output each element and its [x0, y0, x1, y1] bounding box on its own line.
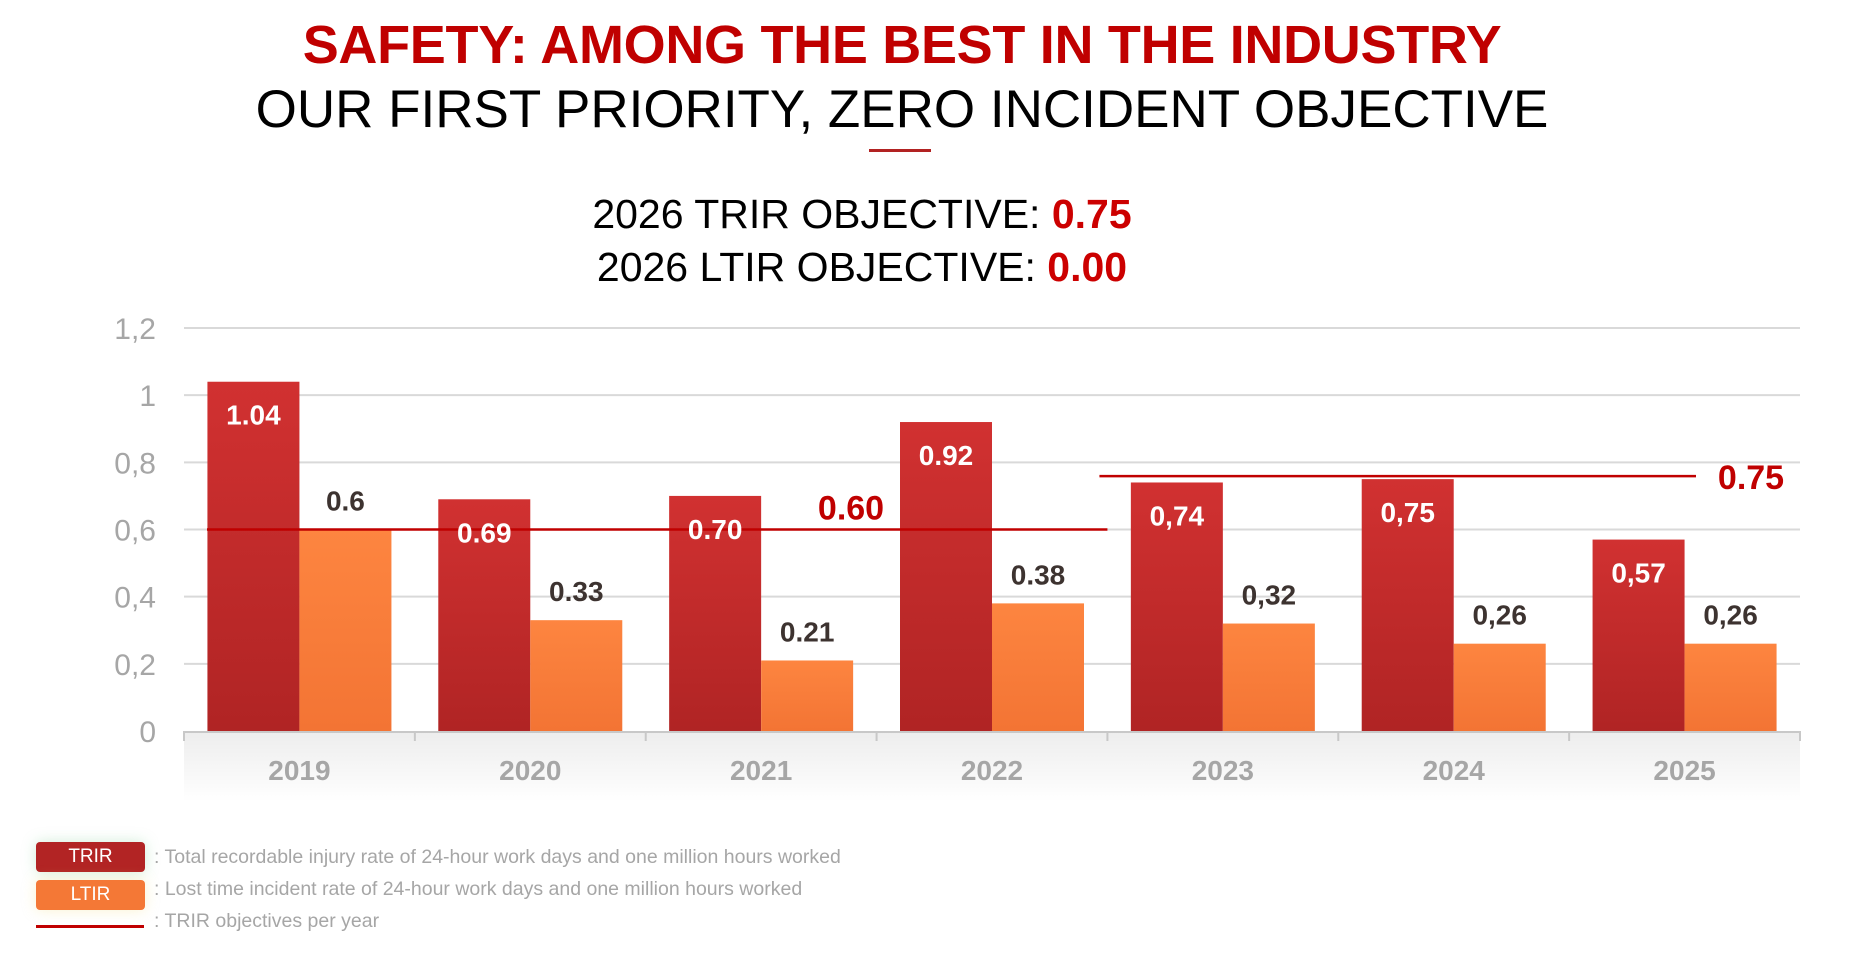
data-label-trir: 0,57: [1611, 558, 1666, 589]
legend-trir-swatch: TRIR: [36, 842, 145, 872]
y-tick-label: 0,6: [114, 515, 156, 548]
y-tick-label: 1,2: [114, 313, 156, 346]
page-title: SAFETY: AMONG THE BEST IN THE INDUSTRY: [302, 15, 1502, 75]
trir-objective-value: 0.75: [1051, 191, 1132, 237]
title-divider: [869, 149, 931, 152]
bar-trir-2023: [1130, 482, 1223, 731]
x-tick-label: 2024: [1423, 755, 1486, 786]
bar-trir-2021: [669, 495, 762, 731]
objective-label-0-60: 0.60: [818, 490, 884, 528]
legend-trir-text: : Total recordable injury rate of 24-hou…: [154, 846, 841, 868]
ltir-objective-label: 2026 LTIR OBJECTIVE:: [596, 244, 1048, 290]
y-tick-label: 0,8: [114, 447, 156, 480]
x-tick-label: 2021: [730, 755, 792, 786]
data-label-trir: 1.04: [226, 400, 281, 431]
data-label-ltir: 0.33: [549, 576, 604, 607]
trir-objective: 2026 TRIR OBJECTIVE: 0.75: [0, 190, 1724, 238]
x-tick-label: 2022: [961, 755, 1023, 786]
x-tick-label: 2020: [499, 755, 561, 786]
bar-ltir-2020: [530, 620, 623, 731]
data-label-ltir: 0.6: [326, 486, 365, 517]
bar-ltir-2019: [299, 529, 392, 731]
x-tick-label: 2019: [268, 755, 330, 786]
data-label-trir: 0.92: [919, 440, 974, 471]
data-label-trir: 0,74: [1150, 500, 1205, 531]
axis-shadow: [184, 732, 1800, 802]
legend-objective-text: : TRIR objectives per year: [154, 910, 380, 932]
x-tick-label: 2023: [1192, 755, 1254, 786]
data-label-ltir: 0.38: [1011, 559, 1066, 590]
page-subtitle: OUR FIRST PRIORITY, ZERO INCIDENT OBJECT…: [255, 80, 1549, 139]
bar-trir-2025: [1592, 539, 1685, 731]
legend-ltir-text: : Lost time incident rate of 24-hour wor…: [154, 878, 803, 900]
data-label-trir: 0.69: [457, 517, 512, 548]
bar-trir-2019: [207, 381, 300, 731]
data-label-ltir: 0,26: [1472, 600, 1527, 631]
ltir-objective-value: 0.00: [1047, 244, 1128, 290]
bar-trir-2022: [900, 422, 992, 731]
bar-ltir-2025: [1684, 643, 1777, 731]
y-tick-label: 1: [139, 380, 156, 413]
bar-ltir-2021: [761, 660, 854, 731]
objective-label-0-75: 0.75: [1718, 459, 1784, 497]
bar-ltir-2023: [1222, 623, 1315, 731]
y-tick-label: 0,4: [114, 582, 156, 615]
data-label-trir: 0,75: [1380, 497, 1435, 528]
data-label-ltir: 0.21: [780, 616, 835, 647]
data-label-trir: 0.70: [688, 514, 743, 545]
bar-ltir-2022: [992, 603, 1084, 731]
legend-objective-line: [36, 925, 144, 928]
data-label-ltir: 0,32: [1242, 580, 1297, 611]
y-tick-label: 0,2: [114, 649, 156, 682]
bar-ltir-2024: [1453, 643, 1546, 731]
ltir-objective: 2026 LTIR OBJECTIVE: 0.00: [0, 243, 1724, 291]
bar-trir-2024: [1361, 479, 1454, 731]
trir-objective-label: 2026 TRIR OBJECTIVE:: [592, 191, 1052, 237]
legend-ltir-swatch: LTIR: [36, 880, 145, 910]
bar-trir-2020: [438, 499, 531, 731]
x-tick-label: 2025: [1653, 755, 1715, 786]
y-tick-label: 0: [139, 716, 156, 749]
data-label-ltir: 0,26: [1703, 600, 1758, 631]
